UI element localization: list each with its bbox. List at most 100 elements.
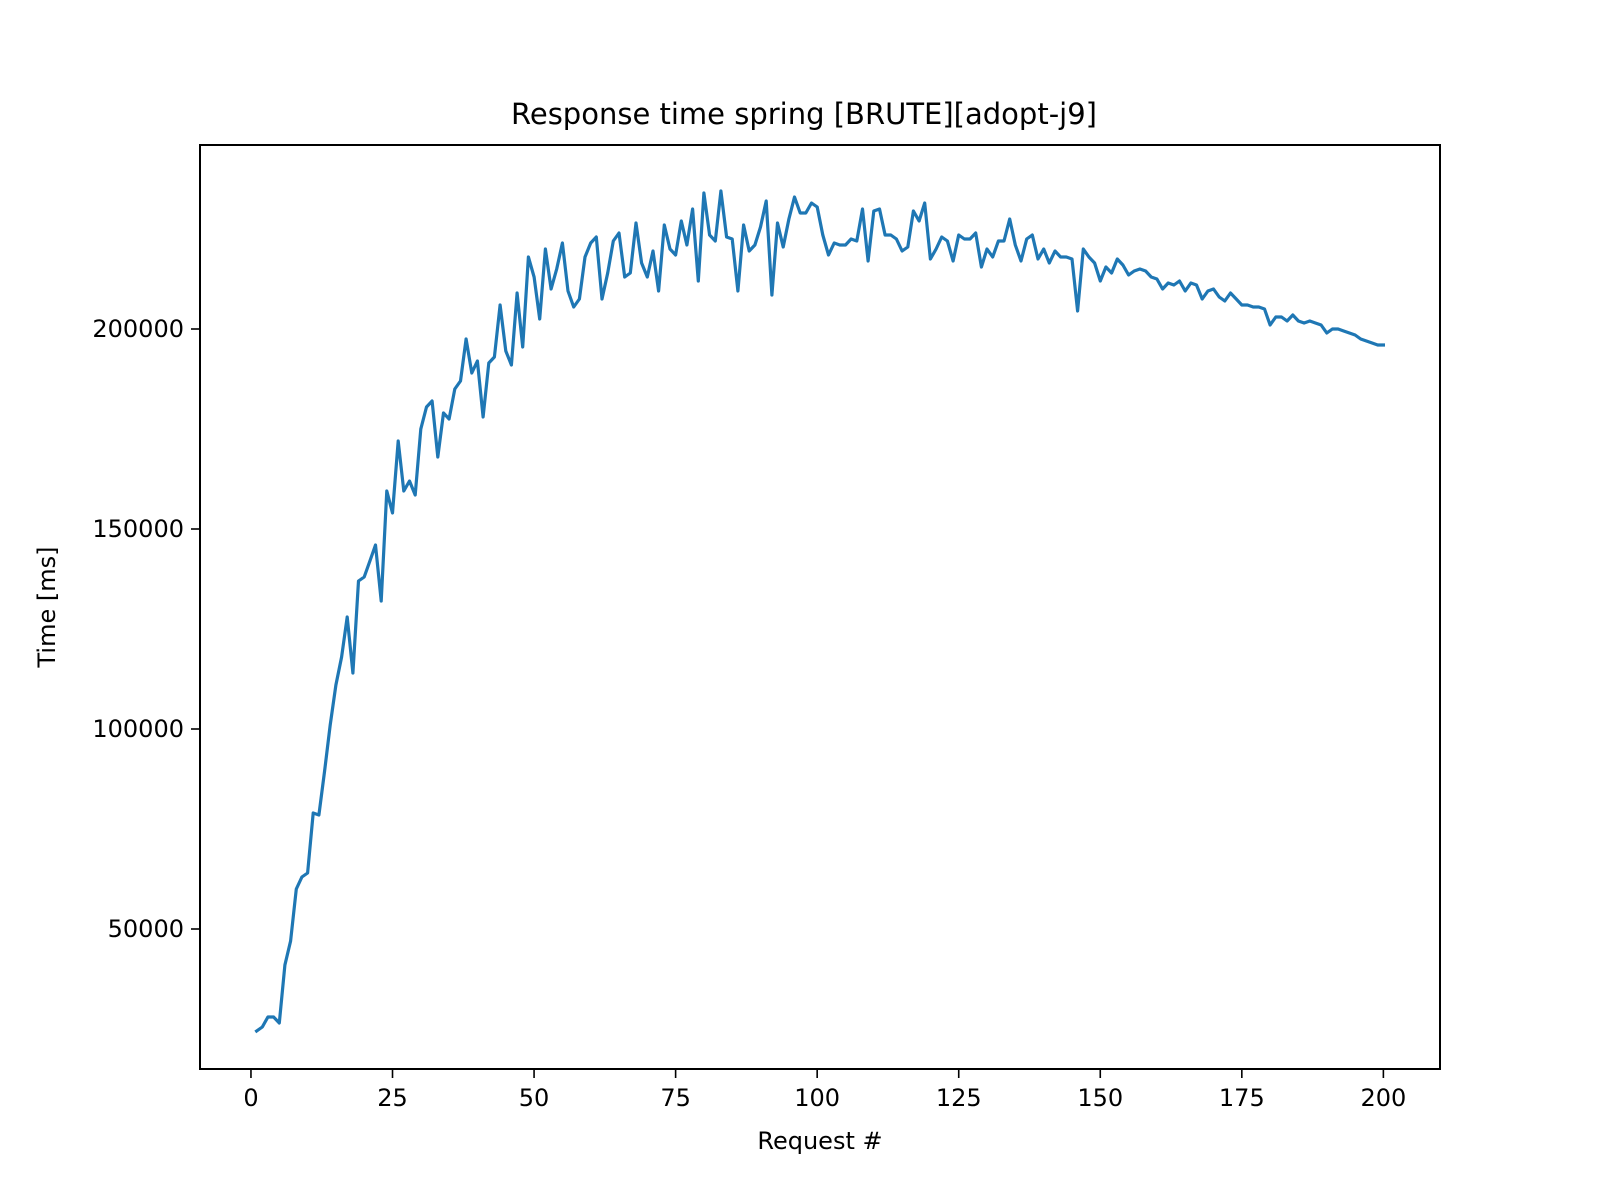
data-point: [917, 219, 921, 223]
data-point: [912, 209, 915, 213]
data-point: [1184, 289, 1187, 293]
data-point: [640, 261, 643, 265]
data-point: [1342, 329, 1345, 333]
y-tick-label: 150000: [92, 515, 184, 543]
data-point: [782, 245, 785, 249]
data-point: [889, 233, 892, 237]
data-point: [799, 211, 802, 215]
data-point: [1285, 319, 1289, 323]
data-point: [674, 253, 677, 257]
data-point: [391, 511, 394, 515]
data-point: [1246, 303, 1249, 307]
data-point: [997, 239, 1000, 243]
data-point: [906, 245, 909, 249]
data-point: [278, 1021, 281, 1025]
x-axis: 0 25 50 75 100 125 150 175 200: [243, 1069, 1406, 1112]
data-point: [425, 405, 428, 409]
data-point: [1201, 297, 1204, 301]
data-point: [317, 813, 321, 817]
data-point: [866, 259, 870, 263]
data-point: [351, 671, 355, 675]
data-point: [312, 811, 315, 815]
data-point: [1144, 269, 1147, 273]
data-point: [1314, 321, 1317, 325]
data-point: [1172, 283, 1176, 287]
data-point: [1121, 263, 1125, 267]
data-point: [295, 887, 298, 891]
data-point: [872, 209, 875, 213]
x-tick-label: 100: [794, 1084, 840, 1112]
data-point: [544, 247, 547, 251]
data-point: [1053, 249, 1057, 253]
data-point: [838, 243, 841, 247]
data-point: [1195, 283, 1198, 287]
y-tick-label: 50000: [108, 915, 184, 943]
data-point: [991, 255, 994, 259]
data-point: [487, 361, 490, 365]
data-point: [974, 231, 977, 235]
data-point: [1308, 319, 1312, 323]
data-point: [702, 191, 706, 195]
data-point: [827, 253, 830, 257]
data-point: [1104, 265, 1108, 269]
data-point: [555, 267, 558, 271]
data-point: [1110, 271, 1113, 275]
data-point: [680, 219, 683, 223]
data-point: [521, 345, 524, 349]
data-point: [300, 875, 304, 879]
data-point: [289, 939, 292, 943]
data-point: [1223, 299, 1227, 303]
data-point: [844, 243, 847, 247]
data-point: [623, 275, 626, 279]
data-point: [787, 217, 791, 221]
data-point: [736, 289, 740, 293]
data-point: [612, 239, 615, 243]
data-point: [776, 221, 779, 225]
data-point: [1263, 307, 1266, 311]
data-point: [895, 237, 898, 241]
data-point: [1297, 319, 1300, 323]
data-point: [1189, 281, 1193, 285]
data-point: [765, 199, 768, 203]
data-point: [883, 233, 887, 237]
data-point: [1336, 327, 1340, 331]
data-point: [617, 231, 621, 235]
data-point: [498, 303, 502, 307]
data-point: [804, 211, 807, 215]
x-tick-label: 0: [243, 1084, 258, 1112]
data-point: [1138, 267, 1142, 271]
data-point: [272, 1015, 275, 1019]
data-point: [714, 239, 717, 243]
data-point: [442, 411, 445, 415]
chart-title: Response time spring [BRUTE][adopt-j9]: [511, 97, 1097, 131]
data-point: [414, 493, 417, 497]
data-point: [951, 259, 955, 263]
data-point: [855, 239, 858, 243]
data-point: [934, 247, 938, 251]
data-point: [1036, 257, 1040, 261]
data-point: [1331, 327, 1334, 331]
data-point: [1093, 261, 1096, 265]
data-point: [283, 963, 287, 967]
data-point: [1206, 289, 1210, 293]
data-point: [606, 271, 609, 275]
data-point: [1099, 279, 1102, 283]
data-point: [697, 279, 700, 283]
data-point: [1229, 291, 1232, 295]
data-point: [459, 379, 462, 383]
data-point: [1235, 297, 1238, 301]
x-tick-label: 50: [519, 1084, 550, 1112]
data-point: [849, 237, 853, 241]
data-point: [1127, 273, 1130, 277]
data-point: [685, 243, 689, 247]
x-tick-label: 200: [1360, 1084, 1406, 1112]
data-point: [1167, 281, 1170, 285]
y-axis-label: Time [ms]: [33, 547, 61, 669]
data-point: [578, 297, 581, 301]
data-point: [731, 237, 734, 241]
data-point: [470, 371, 473, 375]
data-point: [1070, 257, 1074, 261]
data-point: [340, 655, 343, 659]
data-point: [323, 769, 326, 773]
